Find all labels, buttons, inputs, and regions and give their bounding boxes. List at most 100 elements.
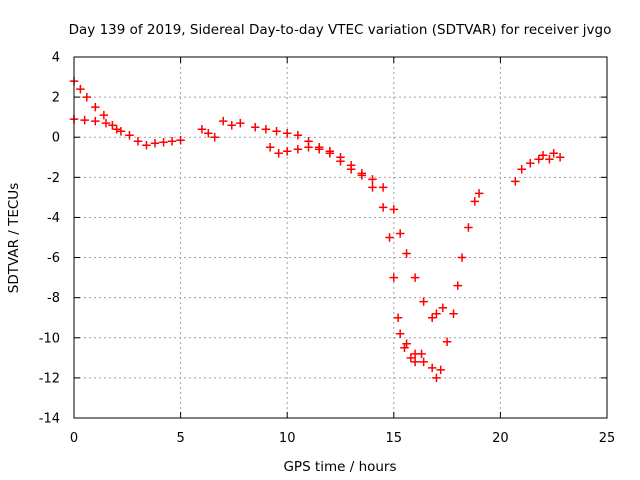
x-axis-label: GPS time / hours	[283, 459, 396, 475]
y-tick-label: -10	[39, 331, 60, 346]
data-point	[99, 110, 109, 120]
data-point	[449, 309, 458, 318]
data-point	[378, 183, 388, 192]
points-layer	[69, 76, 565, 383]
data-point	[368, 175, 377, 184]
data-point	[227, 120, 237, 130]
data-point	[419, 357, 428, 367]
data-point	[325, 149, 335, 158]
data-point	[204, 128, 213, 138]
data-point	[210, 132, 219, 142]
data-point	[410, 357, 420, 367]
y-tick-label: -12	[39, 371, 60, 386]
data-point	[304, 143, 313, 152]
series-sat-g	[511, 149, 565, 186]
data-point	[282, 147, 292, 156]
data-point	[368, 183, 377, 192]
data-point	[436, 365, 445, 375]
data-point	[80, 115, 89, 125]
data-point	[419, 297, 428, 306]
data-point	[101, 118, 111, 128]
data-point	[314, 145, 324, 154]
x-tick-label: 10	[279, 431, 296, 446]
data-point	[427, 363, 437, 373]
data-point	[453, 281, 463, 290]
y-tick-label: -14	[39, 412, 60, 427]
data-point	[511, 177, 520, 186]
data-point	[142, 140, 151, 150]
data-point	[406, 353, 416, 363]
data-point	[159, 137, 168, 147]
data-point	[282, 128, 292, 138]
data-point	[108, 120, 117, 130]
data-point	[464, 223, 473, 232]
data-point	[167, 136, 177, 146]
y-tick-labels: 4 2 0 -2 -4 -6 -8 -10 -12 -14	[39, 51, 60, 427]
data-point	[91, 102, 100, 112]
chart-title: Day 139 of 2019, Sidereal Day-to-day VTE…	[69, 22, 612, 38]
x-tick-label: 25	[599, 431, 616, 446]
data-point	[474, 189, 484, 198]
y-tick-label: 4	[52, 51, 60, 66]
data-point	[293, 145, 303, 154]
x-tick-label: 5	[176, 431, 184, 446]
plot-frame	[73, 56, 608, 419]
data-point	[346, 165, 356, 174]
grid-layer	[73, 56, 608, 419]
data-point	[378, 203, 388, 212]
data-point	[538, 151, 548, 160]
series-sat-f	[395, 189, 484, 383]
data-point	[91, 116, 100, 126]
data-point	[438, 303, 448, 312]
data-point	[150, 138, 160, 148]
data-point	[517, 165, 526, 174]
data-point	[76, 84, 85, 94]
data-point	[125, 130, 134, 140]
data-point	[336, 157, 345, 166]
y-tick-label: -2	[47, 171, 60, 186]
y-tick-label: 2	[52, 91, 60, 106]
data-point	[534, 155, 544, 164]
data-point	[525, 159, 535, 168]
y-tick-label: -8	[47, 291, 60, 306]
data-point	[261, 124, 271, 134]
data-point	[133, 136, 143, 146]
data-point	[410, 349, 420, 359]
data-point	[197, 124, 207, 134]
data-point	[236, 118, 245, 128]
data-point	[293, 130, 303, 140]
data-point	[395, 229, 405, 238]
data-point	[393, 313, 403, 322]
data-point	[82, 92, 92, 102]
data-point	[265, 143, 275, 152]
data-point	[112, 124, 121, 134]
data-point	[555, 153, 565, 162]
series-sat-a	[69, 76, 185, 150]
data-point	[470, 197, 480, 206]
data-point	[357, 171, 367, 180]
series-sat-e	[265, 143, 448, 322]
data-point	[218, 116, 228, 126]
x-tick-labels: 0 5 10 15 20 25	[70, 431, 615, 446]
y-tick-label: -6	[47, 251, 60, 266]
data-point	[402, 249, 411, 258]
x-tick-label: 15	[386, 431, 403, 446]
data-point	[549, 149, 558, 158]
data-point	[457, 253, 467, 262]
series-sat-c	[197, 124, 219, 142]
data-point	[250, 122, 260, 132]
data-point	[410, 273, 420, 282]
data-point	[432, 309, 441, 318]
x-tick-label: 0	[70, 431, 78, 446]
data-point	[389, 205, 399, 214]
data-point	[274, 149, 283, 158]
data-point	[442, 337, 452, 347]
data-point	[389, 273, 399, 282]
y-axis-label: SDTVAR / TECUs	[6, 183, 22, 293]
data-point	[545, 155, 554, 164]
data-point	[176, 135, 185, 145]
data-point	[272, 126, 281, 136]
x-tick-label: 20	[492, 431, 509, 446]
data-point	[395, 329, 405, 339]
data-point	[432, 373, 441, 383]
